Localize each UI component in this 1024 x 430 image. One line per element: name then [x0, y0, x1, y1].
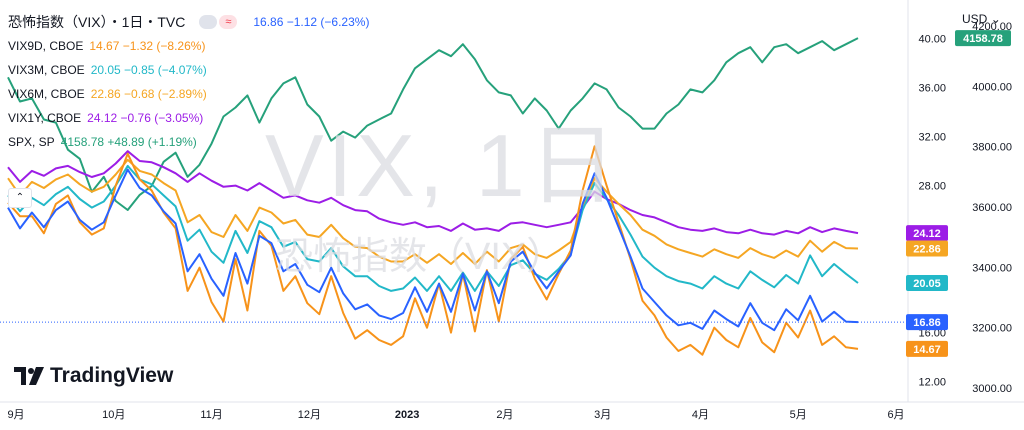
time-axis-tick-label: 6月: [887, 409, 904, 421]
last-value-badge: [906, 274, 948, 291]
left-axis-tick-label: 12.00: [918, 377, 946, 389]
right-axis-tick-label: 3000.00: [972, 383, 1012, 395]
right-axis-tick-label: 3200.00: [972, 323, 1012, 335]
currency-selector[interactable]: USD ⌄: [962, 12, 1001, 26]
legend-values: 14.67 −1.32 (−8.26%): [89, 39, 206, 53]
last-value-labels: 4158.78 24.12 22.86 20.05 16.86 14.67: [906, 30, 1011, 357]
legend-main-row[interactable]: 恐怖指数（VIX）・1日・TVC ≈ 16.86 −1.12 (−6.23%): [8, 10, 369, 34]
time-axis-tick-label: 3月: [594, 409, 611, 421]
right-axis-tick-label: 4200.00: [972, 21, 1012, 33]
legend-values: 22.86 −0.68 (−2.89%): [90, 87, 207, 101]
series-line: [7, 164, 859, 292]
legend-row[interactable]: VIX3M, CBOE 20.05 −0.85 (−4.07%): [8, 58, 369, 82]
chevron-down-icon: ⌄: [990, 12, 1001, 26]
legend-panel: 恐怖指数（VIX）・1日・TVC ≈ 16.86 −1.12 (−6.23%) …: [8, 10, 369, 154]
legend-row[interactable]: VIX1Y, CBOE 24.12 −0.76 (−3.05%): [8, 106, 369, 130]
legend-main-title: 恐怖指数（VIX）・1日・TVC: [8, 14, 186, 30]
time-axis-tick-label: 12月: [298, 409, 321, 421]
legend-symbol: SPX, SP: [8, 135, 55, 149]
last-value-text: 16.86: [913, 317, 941, 329]
right-price-axis[interactable]: 4200.00 4000.00 3800.00 3600.00 3400.00 3200.…: [972, 21, 1012, 395]
last-value-badge: [955, 30, 1011, 47]
legend-symbol: VIX3M, CBOE: [8, 63, 85, 77]
compare-icon[interactable]: ≈: [219, 15, 238, 29]
time-axis-tick-label: 2月: [496, 409, 513, 421]
legend-symbol: VIX9D, CBOE: [8, 39, 84, 53]
series-line: [7, 158, 859, 265]
legend-row[interactable]: VIX9D, CBOE 14.67 −1.32 (−8.26%): [8, 34, 369, 58]
series-line: [7, 150, 859, 236]
series-line: [7, 145, 859, 356]
last-value-text: 20.05: [913, 278, 941, 290]
time-axis[interactable]: 9月 10月 11月 12月 2023 2月 3月 4月 5月 6月: [7, 409, 904, 421]
time-axis-tick-label: 2023: [395, 409, 419, 421]
legend-main-values: 16.86 −1.12 (−6.23%): [253, 15, 370, 29]
brand-name: TradingView: [50, 364, 174, 387]
collapse-legend-button[interactable]: ⌃: [8, 188, 32, 208]
currency-label: USD: [962, 12, 988, 26]
left-axis-tick-label: 40.00: [918, 34, 946, 46]
legend-values: 24.12 −0.76 (−3.05%): [87, 111, 204, 125]
right-axis-tick-label: 3400.00: [972, 262, 1012, 274]
series-line: [7, 168, 859, 332]
legend-symbol: VIX6M, CBOE: [8, 87, 85, 101]
legend-values: 20.05 −0.85 (−4.07%): [90, 63, 207, 77]
left-axis-tick-label: 32.00: [918, 132, 946, 144]
chart-grid: [0, 0, 1024, 403]
last-value-badge: [906, 340, 948, 357]
right-axis-tick-label: 4000.00: [972, 81, 1012, 93]
legend-values: 4158.78 +48.89 (+1.19%): [60, 135, 197, 149]
left-axis-tick-label: 28.00: [918, 181, 946, 193]
last-value-text: 24.12: [913, 228, 941, 240]
hide-indicator-icon[interactable]: [199, 15, 218, 29]
tradingview-logo[interactable]: TradingView: [14, 364, 173, 388]
right-axis-tick-label: 3800.00: [972, 142, 1012, 154]
last-value-text: 4158.78: [963, 33, 1003, 45]
right-axis-tick-label: 3600.00: [972, 202, 1012, 214]
last-value-text: 22.86: [913, 244, 941, 256]
legend-symbol: VIX1Y, CBOE: [8, 111, 82, 125]
time-axis-tick-label: 9月: [7, 409, 24, 421]
legend-row[interactable]: SPX, SP 4158.78 +48.89 (+1.19%): [8, 130, 369, 154]
time-axis-tick-label: 11月: [200, 409, 222, 421]
last-value-badge: [906, 225, 948, 242]
last-value-text: 14.67: [913, 344, 941, 356]
time-axis-tick-label: 4月: [692, 409, 709, 421]
time-axis-tick-label: 10月: [102, 409, 125, 421]
tradingview-logo-icon: [14, 367, 44, 385]
last-value-badge: [906, 240, 948, 257]
series-layer: [0, 37, 908, 356]
left-axis-tick-label: 36.00: [918, 83, 946, 95]
time-axis-tick-label: 5月: [790, 409, 807, 421]
legend-row[interactable]: VIX6M, CBOE 22.86 −0.68 (−2.89%): [8, 82, 369, 106]
last-value-badge: [906, 314, 948, 331]
legend-toggle-pill[interactable]: ≈: [199, 15, 238, 29]
left-axis-tick-label: 16.00: [918, 328, 946, 340]
